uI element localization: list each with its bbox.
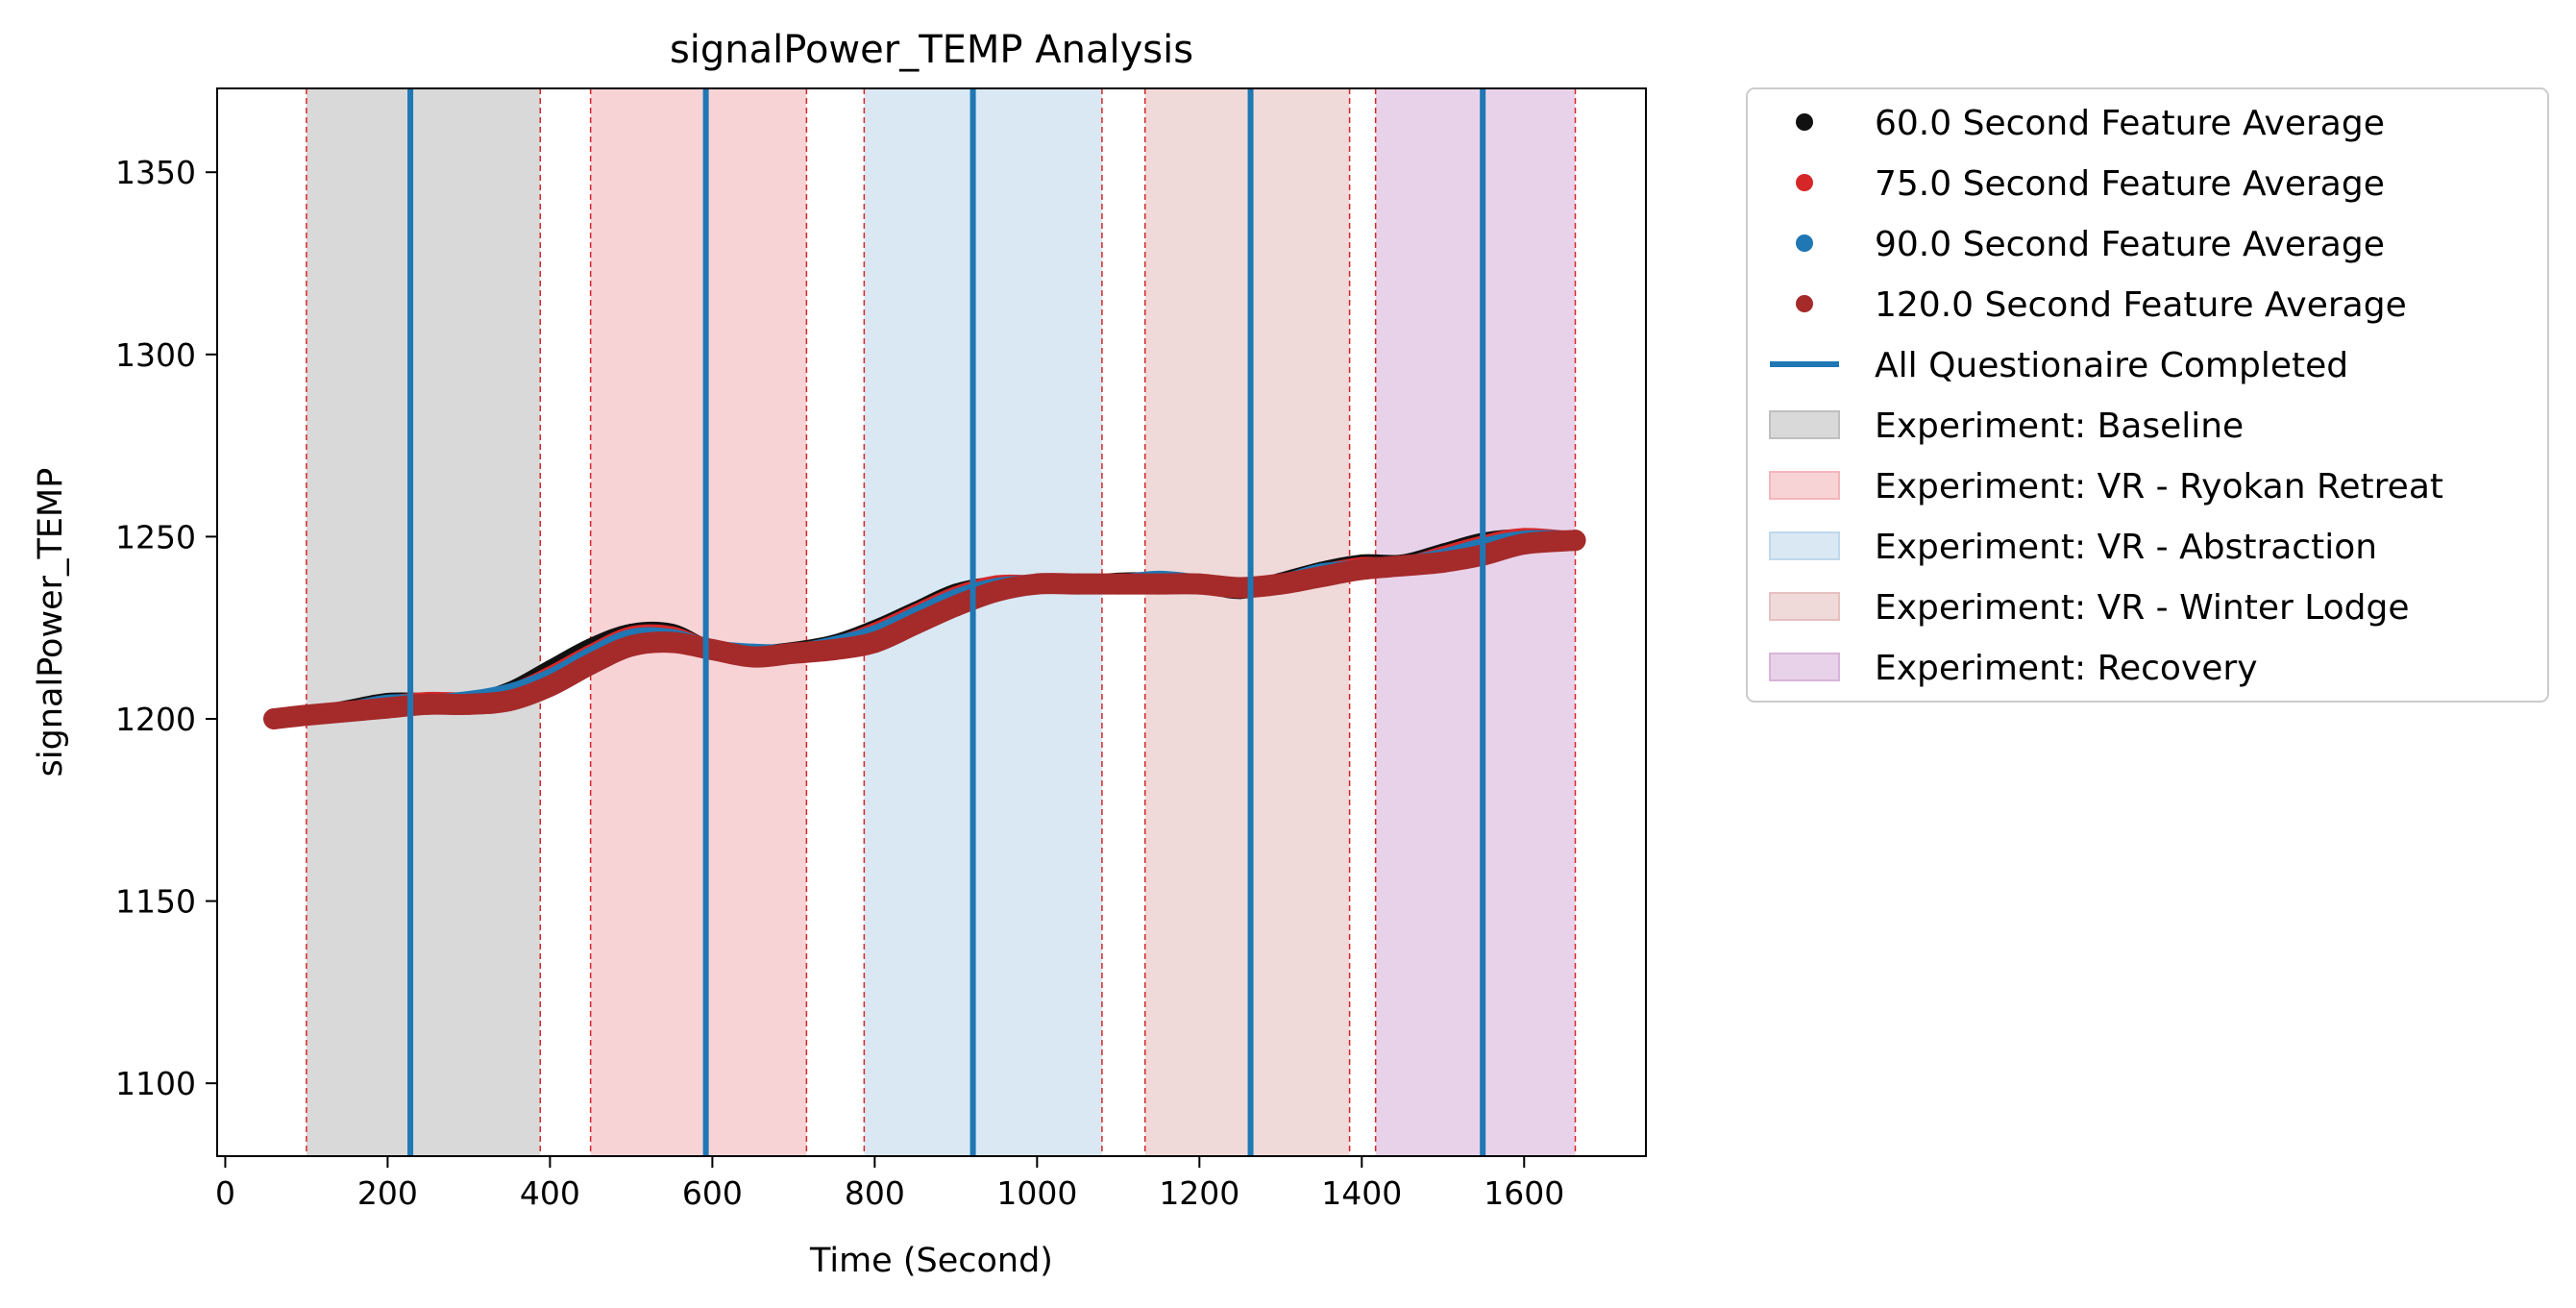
legend-label-5: Experiment: Baseline (1875, 407, 2244, 446)
x-axis-ticks: 0 200 400 600 800 1000 1200 1400 1600 (215, 1156, 1564, 1212)
y-tick-label-0: 1100 (115, 1065, 196, 1102)
series-3-point-32 (1564, 530, 1586, 552)
x-tick-label-6: 1200 (1159, 1174, 1239, 1212)
series-3-point-26 (1311, 566, 1333, 588)
region-4-0 (1375, 88, 1576, 1156)
experiment-regions (306, 88, 1576, 1156)
series-3-point-17 (945, 595, 967, 617)
legend-symbol-0 (1796, 113, 1813, 131)
legend: 60.0 Second Feature Average 75.0 Second F… (1746, 87, 2549, 703)
series-3-point-9 (620, 635, 642, 657)
questionnaire-lines (407, 88, 1486, 1156)
series-3-point-19 (1026, 573, 1048, 595)
x-tick-label-1: 200 (357, 1174, 418, 1212)
series-3-point-28 (1391, 555, 1413, 577)
legend-box (1746, 87, 2549, 703)
legend-label-3: 120.0 Second Feature Average (1875, 285, 2407, 325)
legend-symbol-5 (1769, 410, 1840, 439)
y-tick-label-5: 1350 (115, 154, 196, 191)
series-3-point-10 (661, 631, 683, 654)
y-axis-ticks: 1100 1150 1200 1250 1300 1350 (115, 154, 217, 1102)
y-tick-label-2: 1200 (115, 701, 196, 738)
series-3-point-22 (1148, 573, 1170, 595)
legend-label-2: 90.0 Second Feature Average (1875, 225, 2385, 264)
legend-symbol-8 (1769, 592, 1840, 621)
series-3-point-31 (1513, 532, 1535, 555)
series-3-point-0 (263, 707, 285, 729)
legend-label-1: 75.0 Second Feature Average (1875, 164, 2385, 204)
x-tick-label-5: 1000 (996, 1174, 1077, 1212)
plot-frame (216, 87, 1647, 1157)
legend-label-9: Experiment: Recovery (1875, 649, 2258, 688)
series-3-point-21 (1107, 573, 1129, 595)
chart-title: signalPower_TEMP Analysis (670, 28, 1193, 72)
y-tick-label-4: 1300 (115, 336, 196, 374)
x-tick-label-0: 0 (215, 1174, 235, 1212)
series-3-point-13 (782, 642, 804, 664)
legend-symbol-2 (1796, 234, 1813, 252)
legend-label-8: Experiment: VR - Winter Lodge (1875, 588, 2410, 628)
region-boundaries (306, 88, 1577, 1156)
legend-symbol-9 (1769, 653, 1840, 681)
x-tick-label-7: 1400 (1321, 1174, 1402, 1212)
x-tick-label-8: 1600 (1484, 1174, 1564, 1212)
x-tick-label-4: 800 (845, 1174, 905, 1212)
x-tick-label-2: 400 (520, 1174, 580, 1212)
series-3-point-6 (499, 690, 521, 712)
series-3-point-20 (1067, 573, 1089, 595)
series-3-point-23 (1189, 573, 1211, 595)
series-3-point-7 (539, 675, 561, 697)
series-3-point-29 (1432, 551, 1454, 573)
series-3-point-18 (986, 580, 1008, 603)
data-series (263, 528, 1586, 729)
legend-label-4: All Questionaire Completed (1875, 346, 2348, 385)
series-3-point-16 (904, 613, 926, 635)
series-3-point-4 (417, 693, 439, 715)
series-3-point-14 (823, 638, 846, 660)
legend-symbol-7 (1769, 531, 1840, 560)
y-tick-label-1: 1150 (115, 883, 196, 921)
series-3-point-15 (864, 631, 886, 654)
y-axis-label: signalPower_TEMP (32, 468, 70, 777)
region-3-0 (1144, 88, 1350, 1156)
series-3-point-3 (377, 697, 399, 719)
y-tick-label-3: 1250 (115, 518, 196, 555)
legend-symbol-6 (1769, 471, 1840, 500)
legend-label-6: Experiment: VR - Ryokan Retreat (1875, 467, 2443, 506)
legend-symbol-1 (1796, 174, 1813, 191)
region-1-0 (590, 88, 807, 1156)
legend-label-0: 60.0 Second Feature Average (1875, 104, 2385, 143)
series-3-point-5 (457, 693, 479, 715)
region-0-0 (306, 88, 541, 1156)
x-axis-label: Time (Second) (809, 1242, 1053, 1280)
series-3-point-2 (336, 701, 358, 723)
series-3-point-25 (1269, 573, 1291, 595)
legend-symbol-3 (1796, 295, 1813, 312)
series-3-point-12 (742, 646, 764, 668)
series-3-point-8 (579, 654, 601, 676)
series-3-point-24 (1229, 577, 1251, 599)
legend-label-7: Experiment: VR - Abstraction (1875, 528, 2377, 567)
series-3-point-1 (295, 704, 317, 727)
series-3-point-27 (1351, 558, 1373, 580)
x-tick-label-3: 600 (682, 1174, 743, 1212)
